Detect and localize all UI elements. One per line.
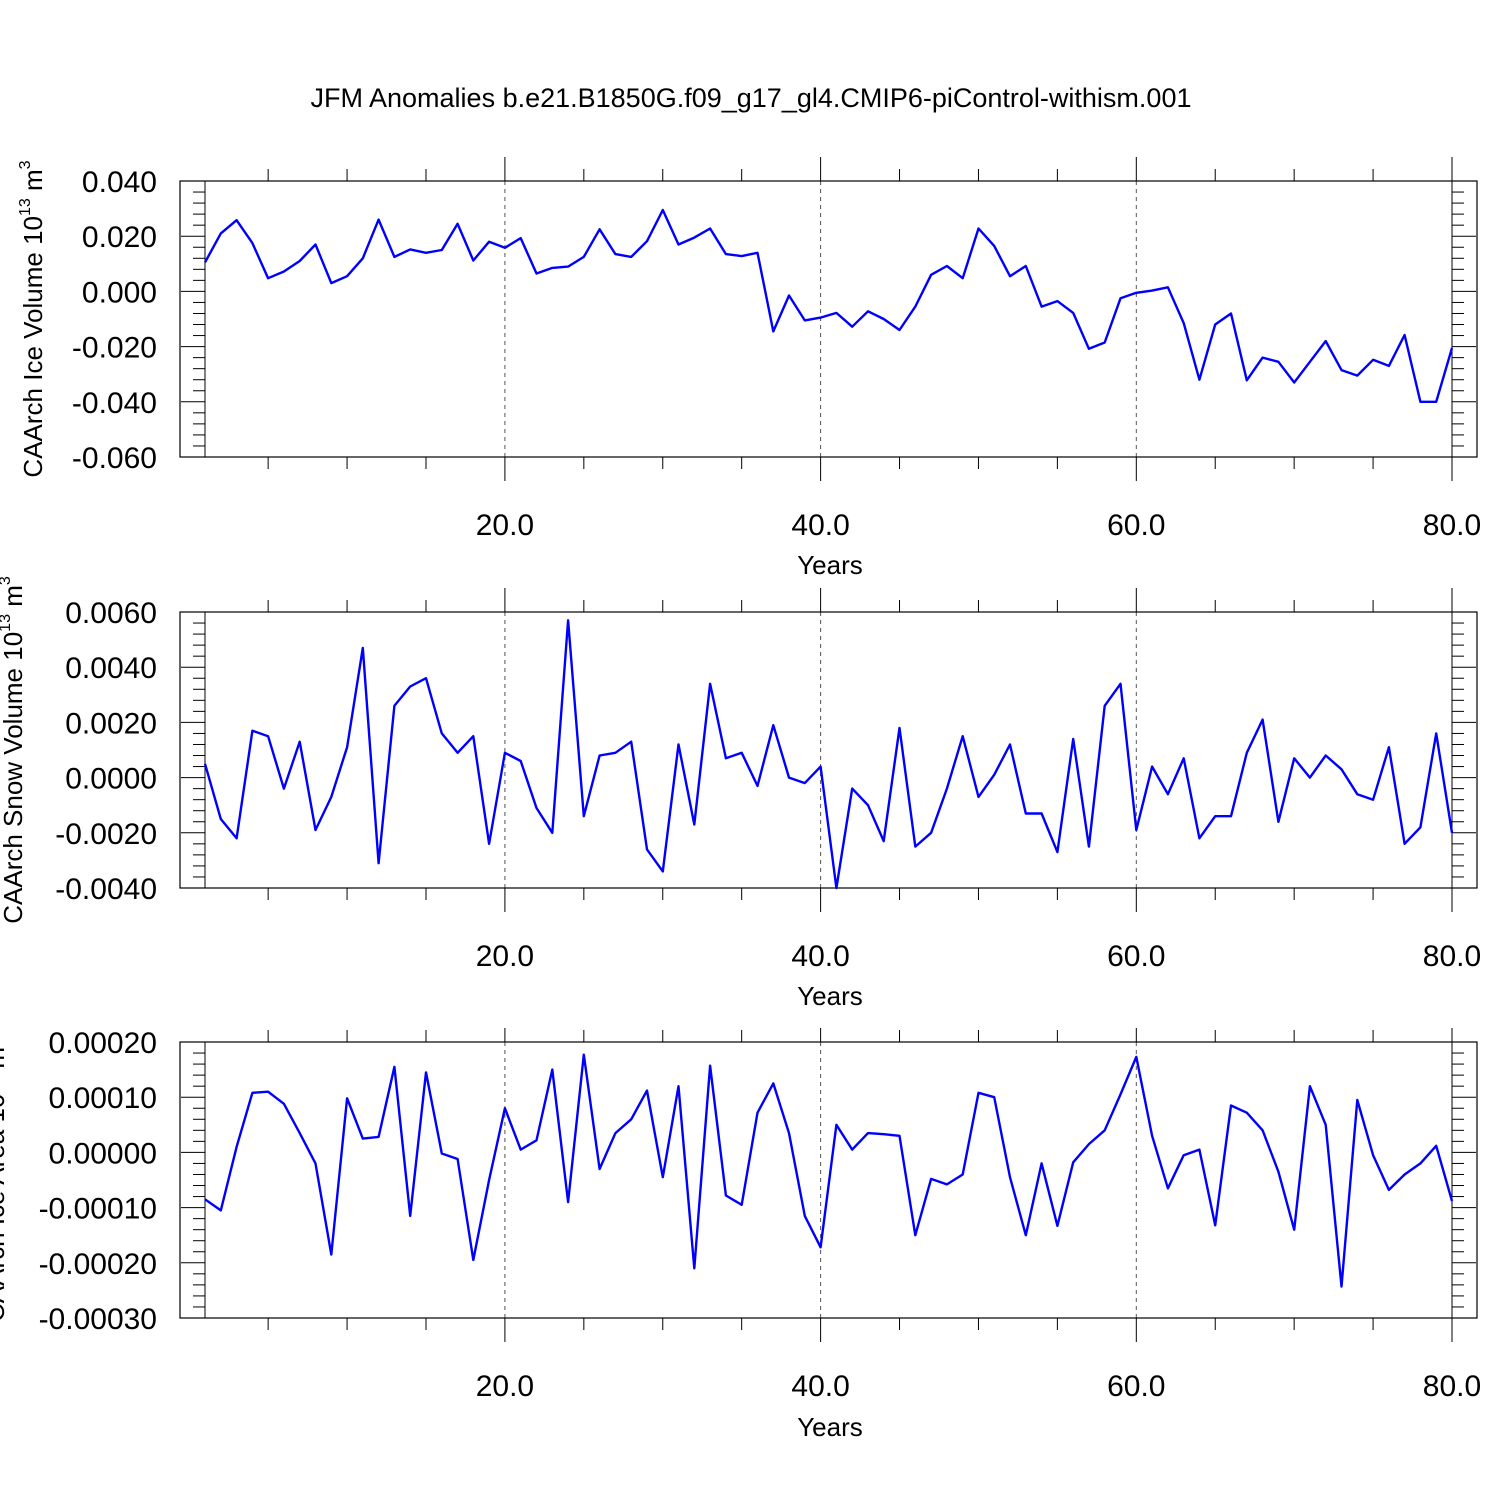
- y-tick-label: -0.0020: [55, 818, 157, 851]
- x-tick-label: 20.0: [476, 1370, 534, 1403]
- plot-frame: [179, 611, 1478, 889]
- x-tick-label: 20.0: [476, 940, 534, 973]
- x-tick-label: 80.0: [1423, 509, 1481, 542]
- x-tick-label: 40.0: [791, 940, 849, 973]
- x-axis-label: Years: [797, 550, 863, 580]
- y-tick-label: 0.00020: [49, 1027, 157, 1060]
- y-tick-label: 0.000: [82, 276, 157, 309]
- x-tick-label: 40.0: [791, 1370, 849, 1403]
- y-tick-label: -0.020: [72, 332, 157, 365]
- y-tick-label: -0.00010: [39, 1193, 157, 1226]
- panel-ice-area: 0.00020 0.00010 0.00000 -0.00010 -0.00020 -0.…: [0, 1027, 1481, 1442]
- x-tick-label: 60.0: [1107, 509, 1165, 542]
- x-tick-label: 60.0: [1107, 940, 1165, 973]
- chart-title: JFM Anomalies b.e21.B1850G.f09_g17_gl4.C…: [311, 83, 1192, 113]
- y-tick-label: -0.00020: [39, 1248, 157, 1281]
- y-tick-label: -0.00030: [39, 1303, 157, 1336]
- x-tick-label: 80.0: [1423, 1370, 1481, 1403]
- series-line: [204, 1053, 1454, 1288]
- y-tick-label: 0.0040: [65, 652, 157, 685]
- x-tick-label: 20.0: [476, 509, 534, 542]
- series-line: [203, 208, 1454, 403]
- x-axis-label: Years: [797, 1412, 863, 1442]
- y-tick-label: 0.0060: [65, 597, 157, 630]
- y-tick-label: 0.0020: [65, 707, 157, 740]
- y-tick-label: 0.00010: [49, 1082, 157, 1115]
- y-tick-label: 0.040: [82, 166, 157, 199]
- y-tick-label: -0.060: [72, 442, 157, 475]
- panel-snow-volume: 0.0060 0.0040 0.0020 0.0000 -0.0020 -0.0040 20…: [0, 576, 1481, 1011]
- plot-frame: [179, 180, 1478, 458]
- y-tick-label: 0.0000: [65, 763, 157, 796]
- y-tick-label: 0.020: [82, 221, 157, 254]
- y-tick-label: -0.040: [72, 387, 157, 420]
- panel-ice-volume: 0.040 0.020 0.000 -0.020 -0.040 -0.060 20.0 40.…: [17, 157, 1481, 580]
- series-line: [203, 619, 1454, 890]
- y-axis-label: CAArch Ice Volume 1013 m3: [17, 160, 48, 477]
- y-tick-label: 0.00000: [49, 1137, 157, 1170]
- y-tick-label: -0.0040: [55, 873, 157, 906]
- x-tick-label: 80.0: [1423, 940, 1481, 973]
- x-tick-label: 40.0: [791, 509, 849, 542]
- y-axis-label: CAArch Snow Volume 1013 m3: [0, 576, 28, 924]
- y-axis-label: CAArch Ice Area 1013 m2: [0, 1038, 10, 1322]
- x-tick-label: 60.0: [1107, 1370, 1165, 1403]
- x-axis-label: Years: [797, 981, 863, 1011]
- plot-frame: [179, 1041, 1478, 1319]
